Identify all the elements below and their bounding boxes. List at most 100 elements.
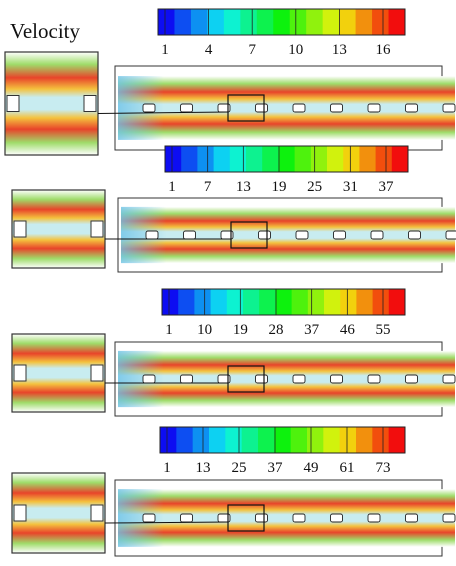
inset-field — [11, 333, 106, 413]
obstacle — [408, 230, 421, 240]
colorbar-segment — [207, 9, 225, 35]
colorbar-segment — [327, 146, 344, 172]
obstacle — [442, 513, 456, 523]
colorbar-segment — [226, 289, 244, 315]
obstacle — [367, 103, 381, 113]
colorbar-segment — [229, 146, 247, 172]
colorbar-segment — [262, 146, 279, 172]
obstacle — [180, 513, 193, 523]
obstacle — [442, 374, 456, 384]
inset-obstacle — [90, 504, 104, 522]
colorbar-segment — [289, 9, 307, 35]
colorbar-segment — [176, 427, 194, 453]
colorbar-segment — [246, 146, 263, 172]
leader-line — [104, 521, 229, 524]
colorbar-segment — [294, 146, 312, 172]
colorbar-segment — [192, 427, 210, 453]
colorbar-segment — [339, 427, 357, 453]
obstacle — [255, 103, 268, 113]
colorbar-segment — [343, 146, 360, 172]
colorbar-tick-label: 13 — [236, 179, 251, 195]
colorbar-tick-label: 37 — [268, 460, 284, 476]
colorbar-segment — [165, 146, 182, 172]
colorbar-segment — [372, 9, 390, 35]
colorbar-segment — [259, 289, 276, 315]
zoom-box — [227, 365, 265, 393]
obstacle — [367, 513, 381, 523]
colorbar-tick-label: 46 — [340, 322, 356, 338]
colorbar-tick-label: 19 — [233, 322, 248, 338]
obstacle — [405, 374, 418, 384]
colorbar-segment — [243, 289, 260, 315]
obstacle — [142, 374, 156, 384]
colorbar-tick-label: 1 — [165, 322, 173, 338]
colorbar-segment — [194, 289, 212, 315]
colorbar-segment — [210, 289, 228, 315]
colorbar-segment — [158, 9, 175, 35]
colorbar-segment — [213, 146, 231, 172]
colorbar-segment — [356, 289, 374, 315]
inset-obstacle — [6, 95, 20, 112]
obstacle — [183, 230, 196, 240]
colorbar-tick-label: 28 — [269, 322, 284, 338]
colorbar-segment — [178, 289, 195, 315]
colorbar-tick-label: 1 — [168, 179, 176, 195]
zoom-box — [227, 94, 265, 122]
obstacle — [295, 230, 309, 240]
obstacle — [292, 513, 306, 523]
colorbar-segment — [388, 9, 406, 35]
colorbar-tick-label: 73 — [376, 460, 391, 476]
colorbar-segment — [160, 427, 177, 453]
obstacle — [142, 513, 156, 523]
colorbar-segment — [273, 9, 291, 35]
obstacle — [367, 374, 381, 384]
colorbar-tick-label: 1 — [161, 42, 169, 58]
colorbar-segment — [181, 146, 198, 172]
obstacle — [142, 103, 156, 113]
colorbar-tick-label: 10 — [197, 322, 212, 338]
colorbar-segment — [197, 146, 215, 172]
colorbar-segment — [310, 146, 328, 172]
obstacle — [180, 374, 193, 384]
colorbar-segment — [324, 289, 341, 315]
colorbar-segment — [225, 427, 243, 453]
colorbar-segment — [291, 289, 309, 315]
zoom-box — [230, 221, 268, 249]
colorbar-frame — [157, 8, 406, 36]
colorbar-segment — [339, 9, 357, 35]
colorbar-segment — [359, 146, 377, 172]
colorbar-frame — [159, 426, 406, 454]
colorbar-frame — [164, 145, 409, 173]
colorbar-tick-label: 37 — [304, 322, 320, 338]
obstacle — [255, 513, 268, 523]
colorbar-segment — [322, 9, 340, 35]
obstacle — [180, 103, 193, 113]
colorbar-tick-label: 25 — [232, 460, 247, 476]
colorbar-segment — [355, 9, 373, 35]
colorbar-segment — [391, 146, 409, 172]
inset-field — [11, 189, 106, 269]
obstacle — [330, 513, 343, 523]
colorbar-tick-label: 55 — [376, 322, 391, 338]
inset-obstacle — [13, 504, 27, 522]
colorbar-segment — [307, 427, 324, 453]
colorbar-tick-label: 61 — [340, 460, 355, 476]
obstacle — [445, 230, 456, 240]
obstacle — [370, 230, 384, 240]
colorbar-segment — [162, 289, 179, 315]
colorbar-segment — [240, 9, 258, 35]
colorbar-tick-label: 7 — [204, 179, 212, 195]
colorbar-segment — [323, 427, 341, 453]
colorbar-tick-label: 10 — [288, 42, 303, 58]
obstacle — [333, 230, 346, 240]
obstacle — [258, 230, 271, 240]
colorbar-segment — [241, 427, 259, 453]
zoom-box — [227, 504, 265, 532]
colorbar-segment — [290, 427, 308, 453]
colorbar-tick-label: 49 — [304, 460, 319, 476]
inset-obstacle — [83, 95, 97, 112]
colorbar-tick-label: 1 — [163, 460, 171, 476]
colorbar-segment — [388, 427, 406, 453]
obstacle — [330, 103, 343, 113]
